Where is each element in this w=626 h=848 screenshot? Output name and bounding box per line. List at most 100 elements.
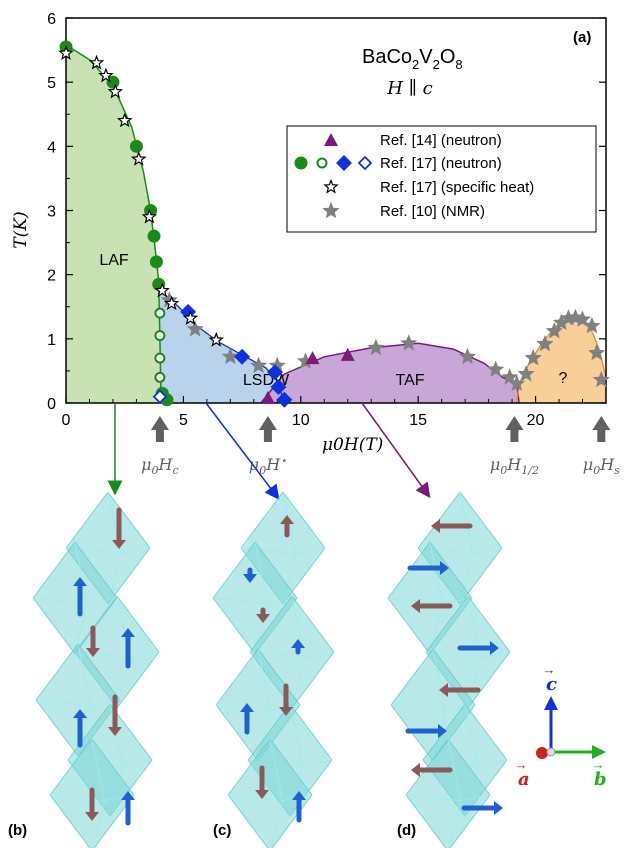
spin-head xyxy=(240,703,254,712)
spin-left xyxy=(411,599,453,613)
data-point-star-filled xyxy=(588,343,606,361)
spin-head xyxy=(121,628,135,637)
data-point-star-open xyxy=(141,208,158,224)
data-point-star-filled xyxy=(508,374,526,391)
spin-head xyxy=(494,801,503,815)
data-point-star-filled xyxy=(160,291,178,308)
critical-arrow-shaft xyxy=(155,428,164,442)
region-taf xyxy=(260,343,520,403)
spin-down-tiny xyxy=(256,607,270,623)
spin-up xyxy=(73,577,87,617)
data-point-star-filled xyxy=(268,356,286,374)
data-point-star-filled xyxy=(186,320,204,337)
y-tick-label: 6 xyxy=(47,11,56,28)
spin-up-tiny xyxy=(291,639,305,655)
spin-left xyxy=(439,683,481,697)
spin-up xyxy=(121,628,135,669)
b-axis-head xyxy=(592,745,606,759)
data-point-star-filled xyxy=(552,313,570,331)
spin-down xyxy=(112,507,126,549)
y-tick-label: 1 xyxy=(47,332,56,349)
critical-field-label: μ0Hs xyxy=(583,455,620,477)
y-tick-label: 3 xyxy=(47,204,56,221)
y-tick-label: 4 xyxy=(47,139,56,156)
spin-head xyxy=(73,709,87,718)
legend-marker-diamond-open xyxy=(357,155,373,171)
spin-down xyxy=(279,683,293,716)
data-point-star-filled xyxy=(583,317,601,334)
a-axis-dot xyxy=(536,747,548,759)
critical-field-label: μ0H⋆ xyxy=(249,454,287,477)
data-point-star-filled xyxy=(250,356,268,374)
spin-head xyxy=(490,641,499,655)
x-tick-label: 10 xyxy=(292,412,310,429)
spin-down xyxy=(108,694,122,736)
data-point-star-open xyxy=(58,45,74,60)
data-point-star-filled xyxy=(367,338,385,356)
spin-head xyxy=(411,599,420,613)
data-point-triangle xyxy=(340,347,355,361)
data-point-star-filled xyxy=(559,309,577,326)
spin-right xyxy=(457,641,499,655)
vec-arrow-c: → xyxy=(543,662,556,677)
data-point-star-filled xyxy=(487,360,505,377)
field-direction: H ∥ c xyxy=(386,78,433,99)
octahedron-edges xyxy=(249,595,335,709)
data-point-star-open xyxy=(154,282,170,298)
axes-triad: c a b → → → xyxy=(515,662,607,790)
spin-up xyxy=(121,791,135,826)
spin-head xyxy=(108,727,122,736)
spin-head xyxy=(85,812,99,821)
data-point-triangle xyxy=(305,351,320,365)
spin-head xyxy=(438,724,447,738)
critical-arrow-head xyxy=(505,416,524,430)
data-point-diamond-filled xyxy=(276,391,293,408)
spin-head xyxy=(280,515,294,524)
spin-down xyxy=(255,765,269,799)
spin-head xyxy=(73,577,87,586)
axis-ticks: 0 5 10 15 20 0 1 2 3 4 5 6 xyxy=(47,11,606,429)
axis-label-a: a xyxy=(518,769,530,790)
data-point-diamond-filled xyxy=(266,364,283,381)
data-point-circle-filled xyxy=(129,139,143,153)
x-tick-label: 15 xyxy=(409,412,427,429)
data-point-star-filled xyxy=(536,335,554,352)
data-point-star-open xyxy=(208,331,224,347)
data-point-star-filled xyxy=(501,368,519,385)
x-tick-label: 0 xyxy=(62,412,71,429)
spin-head xyxy=(121,791,135,800)
spin-up xyxy=(292,791,306,823)
legend-entry-ref17-heat: Ref. [17] (specific heat) xyxy=(380,179,534,196)
data-point-star-open xyxy=(182,310,199,325)
c-axis-head xyxy=(544,696,558,710)
spin-head xyxy=(255,790,269,799)
spin-chains xyxy=(32,491,511,848)
data-point-star-filled xyxy=(296,352,314,369)
critical-field-label: μ0Hc xyxy=(141,455,179,477)
y-tick-label: 0 xyxy=(47,396,56,413)
x-tick-label: 20 xyxy=(527,412,545,429)
region-lsdw xyxy=(159,290,285,403)
data-point-star-open xyxy=(163,295,180,311)
data-point-star-open xyxy=(116,112,133,128)
spin-left xyxy=(411,763,453,777)
panel-label-d: (d) xyxy=(397,822,416,839)
data-point-circle-open xyxy=(154,352,166,364)
data-point-star-filled xyxy=(524,349,542,366)
spin-down xyxy=(86,625,100,657)
region-laf xyxy=(66,44,162,404)
data-point-circle-open xyxy=(154,307,166,319)
phase-label-unknown: ? xyxy=(559,370,568,387)
legend-marker-star-open xyxy=(323,178,339,194)
y-axis-label-text: T(K) xyxy=(11,211,31,248)
arrow-taf-to-d xyxy=(361,402,431,499)
panel-label-b: (b) xyxy=(8,822,27,839)
data-point-circle-open xyxy=(154,371,166,383)
spin-head xyxy=(440,561,449,575)
spin-up xyxy=(73,709,87,748)
origin-dot xyxy=(546,747,556,757)
data-point-diamond-filled xyxy=(270,378,287,395)
panel-label-a: (a) xyxy=(573,29,591,46)
spin-left xyxy=(431,519,473,533)
spin-head xyxy=(279,707,293,716)
